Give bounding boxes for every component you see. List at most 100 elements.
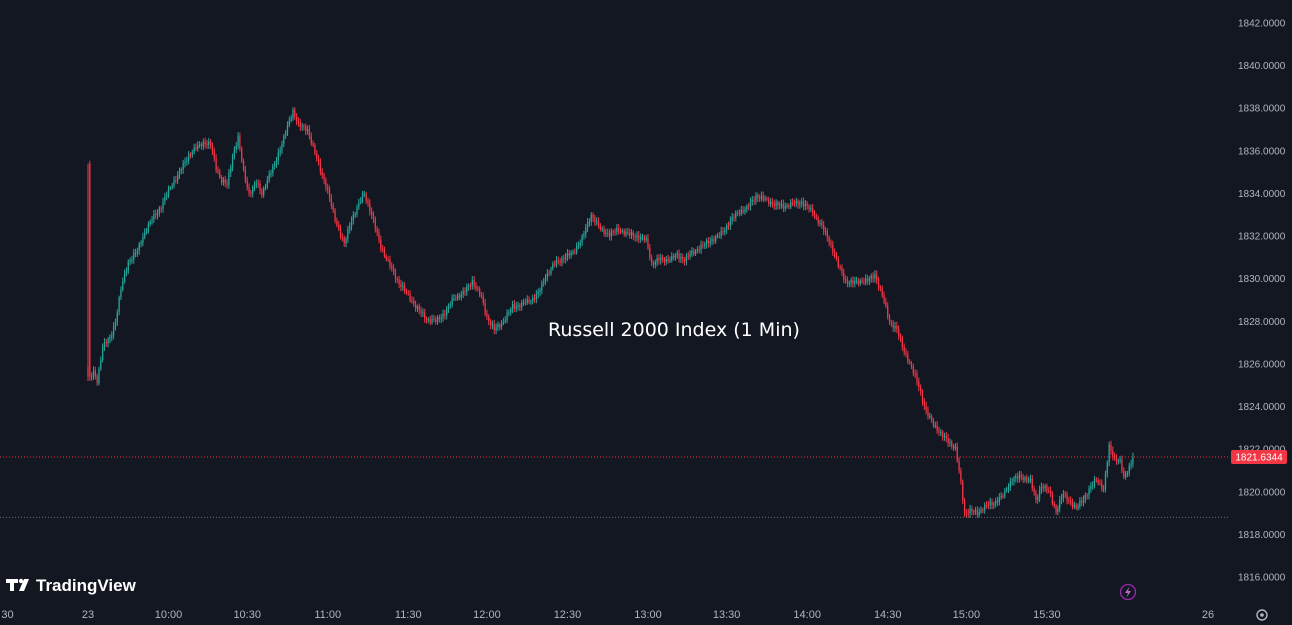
candle-body (264, 187, 267, 189)
candle-body (753, 200, 755, 202)
candle-body (671, 255, 673, 261)
candle-body (497, 324, 499, 328)
settings-gear-icon[interactable] (1256, 609, 1268, 621)
candle-body (292, 109, 294, 119)
candle-body (155, 214, 157, 216)
candle-body (1075, 504, 1077, 509)
candle-body (389, 259, 391, 267)
candle-body (466, 286, 468, 292)
last-price-label: 1821.6344 (1231, 449, 1287, 464)
candle-body (383, 249, 386, 256)
candle-body (396, 278, 398, 280)
candle-body (910, 362, 913, 367)
candle-body (451, 298, 453, 305)
x-tick-label: 15:00 (953, 609, 981, 621)
candle-body (828, 237, 830, 243)
candle-body (482, 296, 484, 304)
candle-body (522, 302, 525, 304)
candle-body (129, 259, 131, 262)
candle-body (561, 257, 563, 263)
candle-body (341, 236, 344, 239)
candle-body (354, 213, 356, 215)
candle-body (156, 212, 159, 216)
candle-body (618, 228, 620, 232)
x-axis[interactable]: 30 23 10:00 10:30 11:00 11:30 12:00 12:30 13:00 1… (1, 609, 1214, 621)
candle-body (215, 158, 217, 171)
candle-body (883, 295, 885, 302)
candle-body (356, 207, 358, 214)
candle-body (279, 150, 281, 153)
candle-body (114, 322, 117, 327)
candle-body (371, 211, 373, 215)
candle-body (100, 359, 102, 369)
y-tick-label: 1818.0000 (1238, 530, 1286, 541)
candle-body (314, 145, 316, 154)
tradingview-logo[interactable]: TradingView (6, 576, 137, 595)
candle-body (737, 212, 739, 214)
candle-body (275, 160, 278, 164)
candle-body (901, 338, 903, 348)
candle-body (1022, 476, 1024, 480)
candle-body (654, 262, 656, 265)
candle-body (195, 147, 197, 150)
candle-body (691, 251, 693, 255)
candle-body (991, 501, 993, 505)
candle-body (995, 500, 997, 504)
candle-body (1073, 504, 1076, 507)
candle-body (193, 147, 195, 153)
candle-body (625, 231, 627, 235)
x-tick-label: 14:30 (874, 609, 902, 621)
candle-body (711, 239, 713, 242)
candle-body (136, 250, 139, 253)
lightning-icon[interactable] (1119, 583, 1137, 601)
candle-body (956, 446, 958, 461)
candle-body (105, 342, 107, 344)
candle-body (460, 294, 462, 298)
candle-body (1084, 495, 1086, 500)
candle-body (835, 255, 838, 259)
candle-body (1002, 495, 1004, 497)
candle-body (649, 248, 651, 259)
candle-body (1049, 490, 1052, 496)
candle-body (848, 282, 850, 284)
candle-body (940, 431, 942, 433)
candle-body (758, 197, 761, 199)
y-tick-label: 1840.0000 (1238, 61, 1286, 72)
candle-body (391, 266, 393, 269)
candle-body (1057, 508, 1059, 512)
candle-body (583, 233, 585, 236)
candle-body (1130, 463, 1132, 466)
candle-body (469, 285, 472, 287)
candle-body (951, 442, 953, 447)
y-tick-label: 1824.0000 (1238, 402, 1286, 413)
candle-body (888, 316, 891, 322)
candle-body (693, 251, 695, 255)
candle-body (252, 186, 254, 194)
candle-body (674, 255, 677, 258)
candle-body (616, 228, 618, 232)
candle-body (806, 203, 808, 207)
chart-title: Russell 2000 Index (1 Min) (548, 319, 800, 341)
candle-body (200, 144, 203, 147)
candle-body (403, 285, 406, 291)
candle-body (125, 270, 128, 274)
candle-body (295, 116, 298, 122)
candle-body (740, 210, 742, 214)
candle-body (288, 120, 290, 126)
candle-body (400, 283, 402, 288)
candle-body (760, 195, 763, 199)
candle-body (564, 257, 567, 260)
candle-body (718, 235, 720, 237)
candle-body (349, 226, 351, 230)
candle-body (658, 258, 660, 261)
candle-body (1064, 493, 1066, 495)
candle-body (253, 184, 256, 187)
candle-body (1029, 478, 1032, 481)
candle-body (863, 281, 865, 283)
candle-body (526, 299, 528, 303)
candle-body (762, 195, 764, 200)
candle-body (555, 260, 558, 265)
candle-body (244, 169, 247, 181)
candle-body (833, 252, 836, 256)
